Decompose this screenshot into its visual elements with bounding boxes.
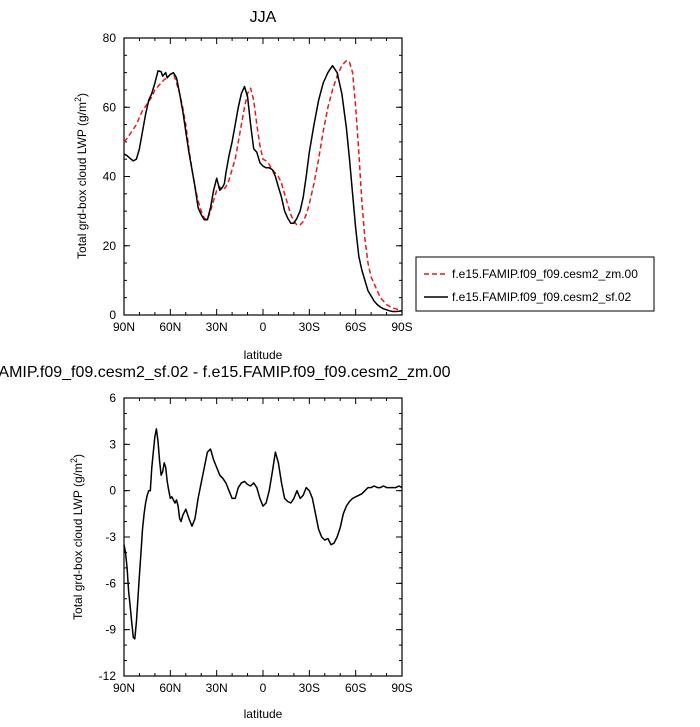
top-ytick-label: 40 bbox=[103, 170, 117, 184]
bottom-ytick-label: 6 bbox=[109, 391, 116, 405]
top-xtick-label: 90N bbox=[113, 320, 135, 334]
bottom-ytick-label: -9 bbox=[105, 623, 116, 637]
bottom-panel-series bbox=[123, 428, 403, 640]
bottom-ytick-label: 0 bbox=[109, 484, 116, 498]
top-xtick-label: 30S bbox=[299, 320, 320, 334]
top-xtick-label: 90S bbox=[391, 320, 412, 334]
bottom-panel-ticks: 90N 60N 30N 0 30S 60S 90S -12 -9 -6 -3 0 3 6 bbox=[99, 391, 413, 695]
top-xtick-label: 60S bbox=[345, 320, 366, 334]
bottom-ytick-label: -3 bbox=[105, 530, 116, 544]
bottom-xtick-label: 90S bbox=[391, 681, 412, 695]
bottom-panel-xlabel: latitude bbox=[244, 707, 283, 721]
top-xtick-label: 60N bbox=[159, 320, 181, 334]
bottom-xtick-label: 60N bbox=[159, 681, 181, 695]
bottom-ytick-label: -12 bbox=[99, 669, 117, 683]
bottom-xtick-label: 30N bbox=[206, 681, 228, 695]
bottom-xtick-label: 60S bbox=[345, 681, 366, 695]
bottom-xtick-label: 30S bbox=[299, 681, 320, 695]
legend: f.e15.FAMIP.f09_f09.cesm2_zm.00 f.e15.FA… bbox=[415, 256, 655, 312]
bottom-panel: f.e15.FAMIP.f09_f09.cesm2_sf.02 - f.e15.… bbox=[0, 364, 451, 721]
top-panel-ylabel: Total grd-box cloud LWP (g/m2) bbox=[73, 93, 89, 259]
bottom-panel-title: f.e15.FAMIP.f09_f09.cesm2_sf.02 - f.e15.… bbox=[0, 364, 451, 381]
bottom-series-line-0 bbox=[123, 428, 403, 640]
bottom-ytick-label: -6 bbox=[105, 576, 116, 590]
top-series-line-1 bbox=[123, 64, 403, 313]
bottom-ytick-label: 3 bbox=[109, 437, 116, 451]
top-panel-title: JJA bbox=[250, 9, 277, 26]
top-ytick-label: 60 bbox=[103, 100, 117, 114]
legend-label-zm: f.e15.FAMIP.f09_f09.cesm2_zm.00 bbox=[452, 267, 638, 281]
top-panel-series bbox=[123, 59, 403, 313]
bottom-panel-ylabel: Total grd-box cloud LWP (g/m2) bbox=[69, 454, 85, 620]
bottom-xtick-label: 0 bbox=[260, 681, 267, 695]
top-panel-xlabel: latitude bbox=[244, 348, 283, 362]
legend-box bbox=[415, 256, 655, 312]
top-ytick-label: 20 bbox=[103, 239, 117, 253]
legend-label-sf: f.e15.FAMIP.f09_f09.cesm2_sf.02 bbox=[452, 290, 632, 304]
top-ytick-label: 0 bbox=[109, 308, 116, 322]
bottom-xtick-label: 90N bbox=[113, 681, 135, 695]
top-series-line-0 bbox=[123, 59, 403, 312]
top-panel: JJA 90N 60N 30N 0 30S 60S 90S 0 20 40 60 80 latitud… bbox=[73, 9, 413, 362]
top-xtick-label: 0 bbox=[260, 320, 267, 334]
top-xtick-label: 30N bbox=[206, 320, 228, 334]
bottom-panel-plot-frame bbox=[123, 397, 403, 677]
top-ytick-label: 80 bbox=[103, 31, 117, 45]
top-panel-ticks: 90N 60N 30N 0 30S 60S 90S 0 20 40 60 80 bbox=[103, 31, 413, 334]
